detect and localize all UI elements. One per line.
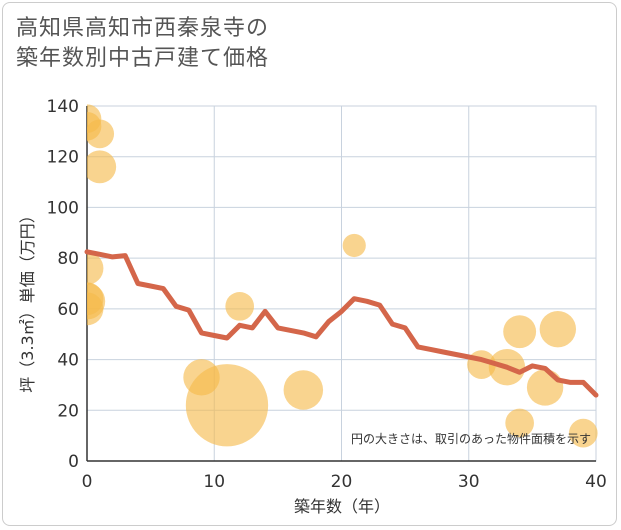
y-axis-label: 坪（3.3㎡）単価（万円） <box>18 207 37 392</box>
trend-line-group <box>84 249 599 398</box>
x-axis-label: 築年数（年） <box>294 497 390 516</box>
data-point <box>185 364 269 447</box>
y-tick-label: 120 <box>47 148 79 168</box>
x-tick-label: 0 <box>82 472 93 492</box>
chart-title-line-2: 築年数別中古戸建て価格 <box>16 46 270 71</box>
data-point <box>568 418 598 448</box>
data-point <box>225 291 255 321</box>
data-point <box>539 310 577 348</box>
y-tick-label: 100 <box>47 198 79 218</box>
x-tick-label: 20 <box>331 472 353 492</box>
tick-labels: 0 10 20 30 40 0 20 40 60 80 100 120 140 <box>47 97 607 492</box>
y-tick-label: 60 <box>57 300 79 320</box>
data-point <box>87 251 104 285</box>
data-point <box>283 370 324 410</box>
y-tick-label: 80 <box>57 249 79 269</box>
grid-lines <box>86 105 597 462</box>
y-tick-label: 20 <box>57 401 79 421</box>
data-point <box>87 292 104 326</box>
data-points <box>87 104 598 448</box>
chart-title-line-1: 高知県高知市西秦泉寺の <box>16 16 270 41</box>
y-tick-label: 40 <box>57 351 79 371</box>
data-point <box>526 369 564 406</box>
x-tick-label: 30 <box>458 472 480 492</box>
x-tick-label: 40 <box>585 472 607 492</box>
data-point <box>342 233 366 258</box>
data-point <box>87 150 117 184</box>
data-point <box>505 408 534 438</box>
y-tick-label: 140 <box>47 97 79 117</box>
trend-line <box>84 249 599 398</box>
y-tick-label: 0 <box>68 452 79 472</box>
data-point <box>503 315 537 349</box>
data-point <box>87 119 115 149</box>
chart-card <box>2 2 617 526</box>
x-tick-label: 10 <box>203 472 225 492</box>
chart-title: 高知県高知市西秦泉寺の 築年数別中古戸建て価格 <box>16 14 269 74</box>
chart-note: 円の大きさは、取引のあった物件面積を示す <box>351 431 591 446</box>
